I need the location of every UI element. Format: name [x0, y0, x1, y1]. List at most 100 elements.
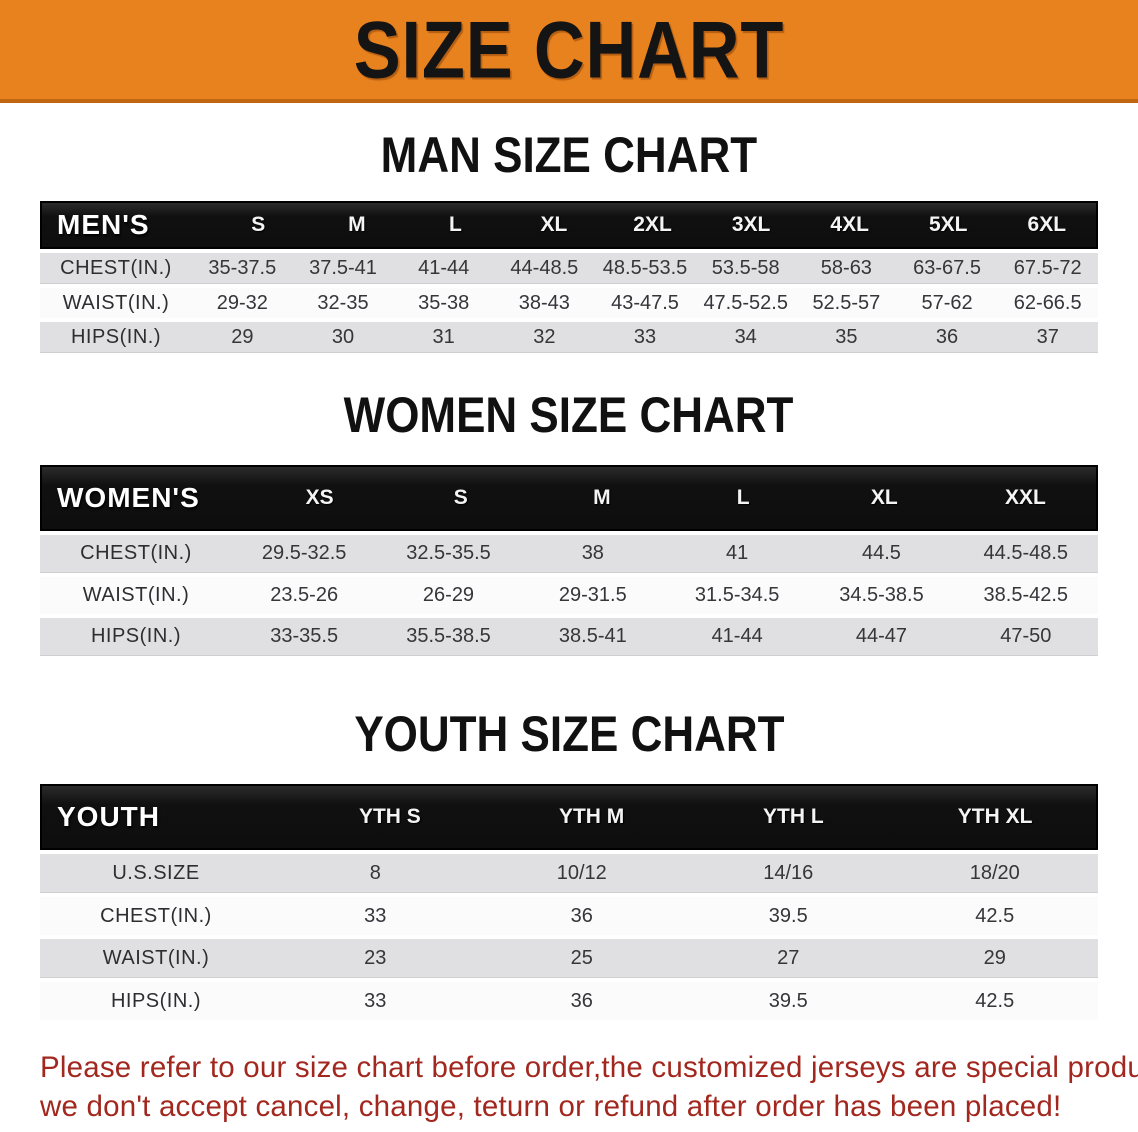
row-value: 36 — [570, 989, 593, 1012]
row-value: 44.5 — [862, 542, 901, 564]
row-value: 25 — [570, 946, 593, 969]
column-header: S — [251, 213, 266, 236]
row-value: 39.5 — [768, 989, 808, 1012]
table-row: WAIST(IN.) 23 25 27 29 — [40, 939, 1098, 978]
row-value: 32.5-35.5 — [406, 542, 491, 564]
row-value: 41-44 — [418, 256, 470, 279]
row-value: 67.5-72 — [1013, 256, 1082, 279]
row-value: 48.5-53.5 — [602, 256, 688, 279]
row-value: 30 — [331, 325, 355, 348]
table-header-label: YOUTH — [57, 801, 160, 832]
table-row: HIPS(IN.) 33 36 39.5 42.5 — [40, 982, 1098, 1020]
table-header-row: WOMEN'S XS S M L XL XXL — [40, 465, 1098, 531]
row-value: 33-35.5 — [270, 625, 339, 647]
row-label: CHEST(IN.) — [100, 904, 212, 927]
column-header: 6XL — [1027, 213, 1067, 236]
size-chart-body: MAN SIZE CHART MEN'S S M L XL 2XL 3XL 4XL 5XL 6XL C… — [0, 103, 1138, 1020]
table-row: HIPS(IN.) 29 30 31 32 33 34 35 36 37 — [40, 322, 1098, 353]
row-value: 35-38 — [418, 291, 470, 314]
table-row: CHEST(IN.) 29.5-32.5 32.5-35.5 38 41 44.5 44.5… — [40, 535, 1098, 573]
row-value: 23.5-26 — [270, 584, 339, 606]
row-value: 27 — [777, 946, 800, 969]
row-value: 53.5-58 — [711, 256, 780, 279]
row-label: HIPS(IN.) — [110, 989, 202, 1012]
table-row: WAIST(IN.) 23.5-26 26-29 29-31.5 31.5-34.5 34… — [40, 577, 1098, 614]
row-value: 33 — [633, 325, 657, 348]
row-value: 29.5-32.5 — [261, 542, 347, 564]
youth-size-table: YOUTH YTH S YTH M YTH L YTH XL U.S.SIZE 8 10/12… — [40, 784, 1098, 1020]
row-label: U.S.SIZE — [112, 861, 200, 884]
column-header: S — [453, 486, 468, 509]
section-heading-text: WOMEN SIZE CHART — [344, 387, 794, 443]
table-header-label: MEN'S — [57, 209, 150, 240]
row-value: 34 — [734, 325, 757, 348]
row-value: 35 — [835, 325, 858, 348]
row-value: 44-47 — [855, 625, 908, 647]
section-youth: YOUTH SIZE CHART YOUTH YTH S YTH M YTH L YTH … — [0, 656, 1138, 1020]
man-size-table: MEN'S S M L XL 2XL 3XL 4XL 5XL 6XL CHEST(IN.) 35-37… — [40, 201, 1098, 353]
section-heading-youth: YOUTH SIZE CHART — [0, 656, 1138, 784]
row-value: 10/12 — [556, 861, 607, 884]
section-man: MAN SIZE CHART MEN'S S M L XL 2XL 3XL 4XL 5XL 6XL C… — [0, 103, 1138, 353]
row-label: HIPS(IN.) — [70, 325, 162, 348]
column-header: L — [448, 213, 462, 236]
table-row: U.S.SIZE 8 10/12 14/16 18/20 — [40, 854, 1098, 893]
column-header: YTH L — [763, 805, 824, 828]
banner-title: SIZE CHART — [353, 3, 785, 95]
column-header: M — [348, 213, 366, 236]
row-value: 58-63 — [820, 256, 872, 279]
column-header: YTH XL — [957, 805, 1033, 828]
row-value: 29-32 — [216, 291, 268, 314]
row-value: 23 — [364, 946, 387, 969]
row-value: 37 — [1036, 325, 1059, 348]
women-size-table: WOMEN'S XS S M L XL XXL CHEST(IN.) 29.5-32.5 32.5… — [40, 465, 1098, 656]
table-row: CHEST(IN.) 33 36 39.5 42.5 — [40, 897, 1098, 935]
column-header: 5XL — [928, 213, 968, 236]
table-header-row: MEN'S S M L XL 2XL 3XL 4XL 5XL 6XL — [40, 201, 1098, 249]
row-value: 38 — [581, 542, 604, 564]
section-women: WOMEN SIZE CHART WOMEN'S XS S M L XL XXL CHEST(I… — [0, 353, 1138, 656]
row-value: 41-44 — [711, 625, 763, 647]
row-value: 29-31.5 — [558, 584, 627, 606]
row-value: 31.5-34.5 — [694, 584, 780, 606]
row-label: HIPS(IN.) — [90, 625, 182, 647]
row-value: 35-37.5 — [208, 256, 277, 279]
row-value: 18/20 — [969, 861, 1020, 884]
table-row: HIPS(IN.) 33-35.5 35.5-38.5 38.5-41 41-44 44-… — [40, 618, 1098, 656]
footer-note: Please refer to our size chart before or… — [40, 1048, 1138, 1126]
row-value: 32-35 — [317, 291, 369, 314]
column-header: L — [736, 486, 750, 509]
section-heading-man: MAN SIZE CHART — [0, 103, 1138, 201]
row-value: 26-29 — [422, 584, 475, 606]
row-value: 47.5-52.5 — [703, 291, 788, 314]
table-header-row: YOUTH YTH S YTH M YTH L YTH XL — [40, 784, 1098, 850]
row-value: 47-50 — [1000, 625, 1052, 647]
row-value: 38.5-42.5 — [983, 584, 1069, 606]
table-row: WAIST(IN.) 29-32 32-35 35-38 38-43 43-47.5 47.… — [40, 288, 1098, 318]
row-value: 38.5-41 — [558, 625, 627, 647]
column-header: 3XL — [731, 213, 771, 236]
row-value: 36 — [935, 325, 959, 348]
column-header: 4XL — [830, 213, 869, 236]
row-value: 52.5-57 — [812, 291, 881, 314]
section-heading-text: YOUTH SIZE CHART — [353, 706, 785, 762]
row-value: 57-62 — [921, 291, 973, 314]
size-chart-banner: SIZE CHART — [0, 0, 1138, 103]
section-heading-text: MAN SIZE CHART — [380, 127, 758, 183]
table-row: CHEST(IN.) 35-37.5 37.5-41 41-44 44-48.5 48.5… — [40, 253, 1098, 284]
column-header: YTH M — [558, 805, 625, 828]
row-value: 33 — [364, 989, 387, 1012]
row-value: 39.5 — [768, 904, 808, 927]
row-value: 41 — [726, 542, 749, 564]
row-value: 34.5-38.5 — [839, 584, 924, 606]
row-value: 31 — [432, 325, 455, 348]
row-value: 43-47.5 — [611, 291, 679, 314]
row-label: WAIST(IN.) — [102, 946, 210, 969]
column-header: XXL — [1005, 486, 1046, 509]
column-header: XS — [305, 486, 334, 509]
column-header: YTH S — [358, 805, 421, 828]
row-value: 35.5-38.5 — [406, 625, 491, 647]
row-value: 37.5-41 — [309, 256, 377, 279]
row-value: 38-43 — [518, 291, 570, 314]
row-value: 62-66.5 — [1013, 291, 1082, 314]
